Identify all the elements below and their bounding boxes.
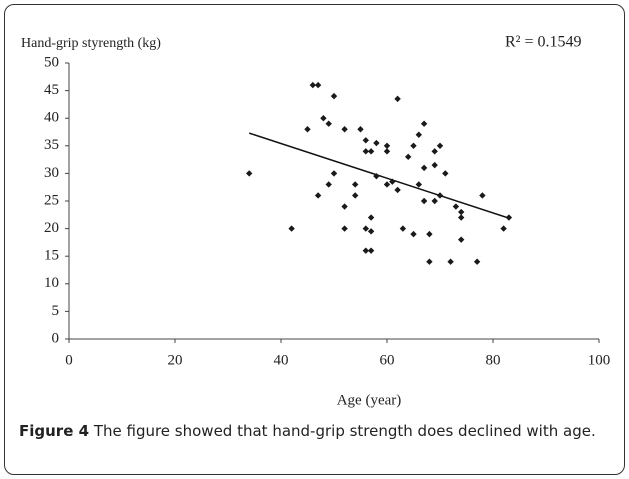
point [447, 258, 454, 265]
y-tick-label: 40 [44, 110, 59, 126]
point [458, 208, 465, 216]
point [373, 172, 380, 180]
y-axis-title: Hand-grip styrength (kg) [21, 36, 161, 51]
point [352, 181, 359, 188]
point [314, 81, 322, 89]
x-axis-title: Age (year) [337, 392, 402, 408]
point [309, 81, 316, 89]
point [420, 197, 428, 205]
x-tick-label: 20 [168, 352, 183, 368]
point [431, 161, 438, 169]
point [394, 186, 401, 194]
caption-text: The figure showed that hand-grip strengt… [93, 422, 596, 440]
y-tick-label: 30 [44, 165, 59, 181]
y-tick-label: 10 [44, 275, 59, 291]
point [288, 225, 295, 232]
y-tick-label: 20 [44, 220, 59, 236]
point [362, 137, 369, 144]
point [341, 203, 348, 210]
point [500, 225, 507, 232]
point [436, 142, 444, 149]
y-tick-label: 45 [44, 82, 59, 98]
point [320, 115, 327, 122]
point [373, 139, 380, 147]
point [452, 203, 460, 210]
chart: Hand-grip styrength (kg) R² = 0.1549 Age… [21, 34, 611, 409]
point [420, 164, 428, 172]
point [341, 126, 348, 133]
point [367, 148, 375, 155]
point [420, 120, 428, 127]
x-tick-label: 80 [486, 352, 501, 368]
y-tick-label: 0 [52, 330, 60, 346]
point [389, 178, 396, 185]
y-tick-label: 50 [44, 54, 59, 70]
point [458, 214, 465, 221]
point [442, 170, 449, 177]
caption-label: Figure 4 [19, 422, 90, 440]
y-tick-label: 25 [44, 192, 59, 208]
y-tick-label: 5 [52, 303, 60, 319]
point [394, 95, 401, 103]
point [367, 228, 375, 235]
point [505, 214, 513, 221]
point [426, 230, 433, 238]
trend-line [248, 132, 510, 219]
point [362, 225, 369, 232]
point [325, 120, 332, 127]
x-tick-label: 40 [274, 352, 289, 368]
point [246, 170, 253, 177]
point [436, 192, 444, 199]
point [330, 92, 338, 100]
point [383, 148, 391, 155]
point [325, 181, 332, 188]
point [410, 142, 417, 149]
point [415, 131, 422, 138]
point [415, 181, 422, 188]
point [383, 142, 391, 149]
point [330, 170, 338, 177]
point [431, 197, 438, 205]
point [367, 247, 375, 254]
x-tick-label: 100 [588, 352, 611, 368]
point [362, 148, 369, 155]
point [473, 258, 481, 265]
point [399, 225, 407, 232]
point [458, 236, 465, 243]
point [352, 192, 359, 199]
caption: Figure 4 The figure showed that hand-gri… [19, 419, 619, 444]
point [410, 230, 417, 238]
y-tick-label: 35 [44, 137, 59, 153]
point [357, 126, 364, 133]
x-tick-label: 0 [65, 352, 73, 368]
x-tick-label: 60 [380, 352, 395, 368]
point [479, 192, 486, 199]
point [383, 181, 391, 188]
point [341, 225, 348, 232]
point [362, 247, 369, 254]
y-tick-label: 15 [44, 248, 59, 264]
point [304, 126, 311, 133]
point [314, 192, 322, 199]
figure: Hand-grip styrength (kg) R² = 0.1549 Age… [4, 4, 625, 475]
point [405, 153, 412, 161]
r-squared: R² = 0.1549 [505, 34, 582, 51]
point [367, 214, 375, 221]
point [431, 148, 438, 155]
point [426, 258, 433, 265]
